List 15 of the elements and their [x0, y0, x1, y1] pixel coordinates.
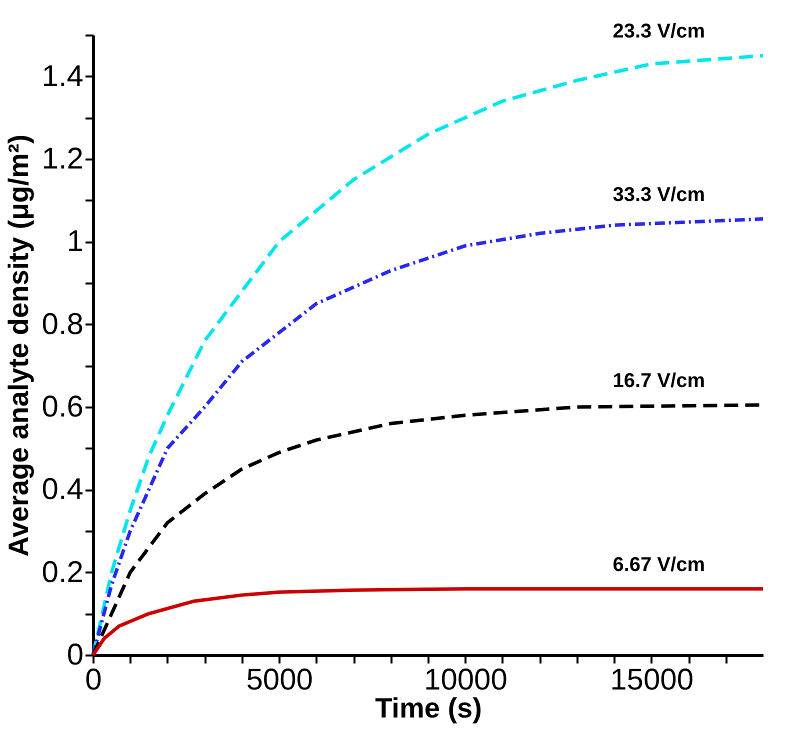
y-tick-label: 0.8	[42, 308, 84, 341]
y-tick-label: 0.4	[42, 473, 84, 506]
y-tick-label: 1.2	[42, 142, 84, 176]
series-label: 6.67 V/cm	[612, 554, 705, 576]
x-tick-label: 15000	[610, 664, 694, 696]
y-tick-label: 1.4	[42, 60, 84, 93]
y-axis-title: Average analyte density (μg/m²)	[2, 134, 34, 557]
series-label: 33.3 V/cm	[612, 184, 705, 206]
y-tick-label: 1	[66, 225, 84, 258]
x-tick-label: 5000	[246, 664, 313, 696]
series-label: 16.7 V/cm	[612, 370, 705, 392]
y-tick-label: 0	[66, 638, 84, 672]
series-label: 23.3 V/cm	[612, 20, 705, 43]
y-tick-label: 0.6	[42, 390, 84, 424]
y-tick-label: 0.2	[42, 556, 84, 589]
